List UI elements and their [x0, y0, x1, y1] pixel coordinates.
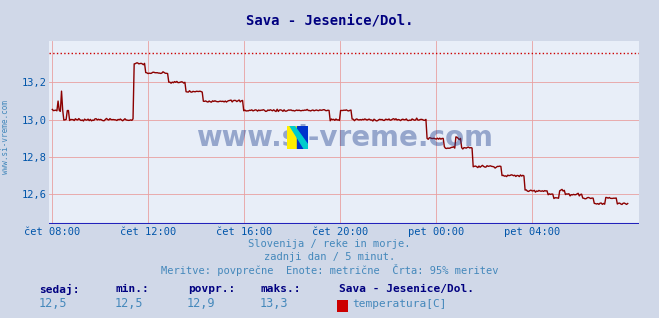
- Text: www.si-vreme.com: www.si-vreme.com: [1, 100, 10, 174]
- Text: zadnji dan / 5 minut.: zadnji dan / 5 minut.: [264, 252, 395, 262]
- Text: Slovenija / reke in morje.: Slovenija / reke in morje.: [248, 239, 411, 249]
- Text: Sava - Jesenice/Dol.: Sava - Jesenice/Dol.: [246, 14, 413, 28]
- Text: temperatura[C]: temperatura[C]: [353, 299, 447, 309]
- Text: 12,5: 12,5: [38, 297, 67, 310]
- Text: 12,5: 12,5: [114, 297, 143, 310]
- Text: 12,9: 12,9: [186, 297, 215, 310]
- Bar: [297, 126, 308, 149]
- Text: www.si-vreme.com: www.si-vreme.com: [196, 124, 493, 152]
- Bar: [287, 126, 297, 149]
- Text: sedaj:: sedaj:: [40, 284, 80, 295]
- Text: 13,3: 13,3: [259, 297, 288, 310]
- Text: maks.:: maks.:: [260, 284, 301, 294]
- Text: Meritve: povprečne  Enote: metrične  Črta: 95% meritev: Meritve: povprečne Enote: metrične Črta:…: [161, 264, 498, 276]
- Polygon shape: [290, 126, 308, 149]
- Text: Sava - Jesenice/Dol.: Sava - Jesenice/Dol.: [339, 284, 474, 294]
- Text: min.:: min.:: [115, 284, 149, 294]
- Text: povpr.:: povpr.:: [188, 284, 235, 294]
